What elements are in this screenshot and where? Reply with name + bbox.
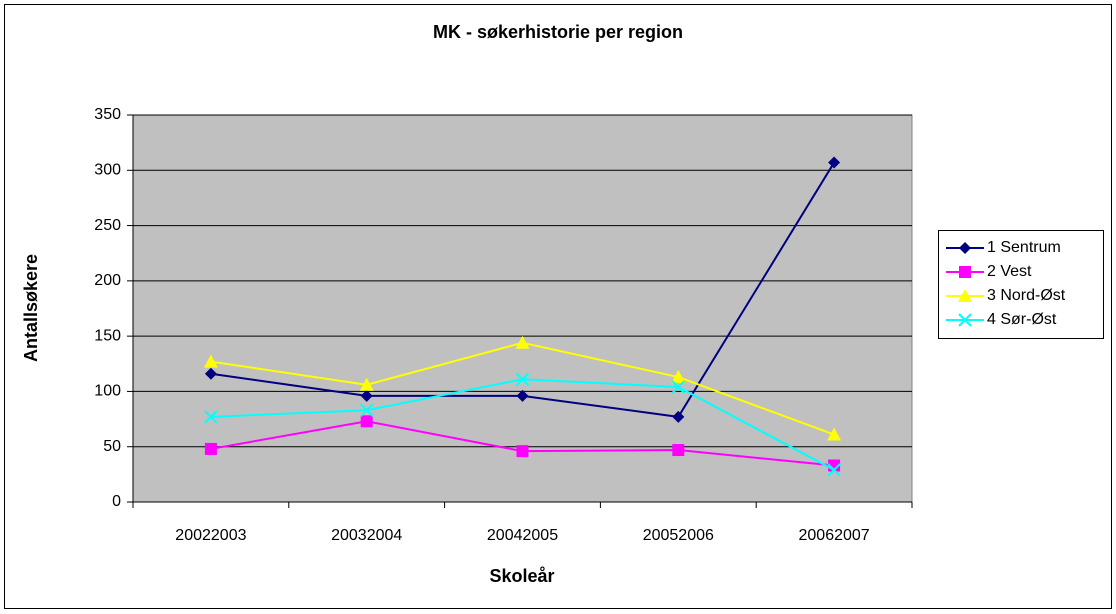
legend-marker (958, 313, 972, 327)
legend-label: 3 Nord-Øst (987, 287, 1066, 304)
y-tick-label: 200 (94, 272, 121, 289)
data-point (360, 415, 373, 428)
y-tick-label: 250 (94, 217, 121, 234)
legend-label: 2 Vest (987, 263, 1032, 280)
data-point (672, 444, 685, 457)
data-point (827, 427, 842, 441)
data-point (204, 410, 218, 424)
legend-marker (959, 242, 971, 254)
data-point (671, 370, 686, 384)
x-axis-title: Skoleår (489, 566, 554, 586)
y-tick-label: 50 (103, 438, 121, 455)
plot-area (132, 114, 913, 503)
legend-marker (959, 266, 971, 278)
data-point (671, 380, 686, 394)
chart-title: MK - søkerhistorie per region (433, 22, 683, 42)
legend-label: 4 Sør-Øst (987, 311, 1057, 328)
data-point (515, 335, 530, 349)
data-point (204, 442, 217, 455)
y-tick-label: 0 (112, 493, 121, 510)
x-tick-label: 20042005 (487, 527, 558, 544)
legend-marker (958, 289, 972, 302)
y-tick-label: 150 (94, 327, 121, 344)
data-point (359, 403, 374, 417)
legend-label: 1 Sentrum (987, 239, 1061, 256)
y-axis-title: Antallsøkere (21, 254, 41, 362)
data-point (360, 389, 373, 402)
y-tick-label: 300 (94, 162, 121, 179)
data-point (827, 463, 841, 477)
x-tick-label: 20022003 (175, 527, 246, 544)
data-point (359, 377, 374, 391)
x-tick-label: 20062007 (799, 527, 870, 544)
x-tick-label: 20032004 (331, 527, 402, 544)
data-point (828, 156, 841, 169)
data-point (672, 410, 685, 423)
x-tick-label: 20052006 (643, 527, 714, 544)
data-point (516, 389, 529, 402)
y-tick-label: 100 (94, 383, 121, 400)
y-tick-label: 350 (94, 106, 121, 123)
data-point (204, 367, 217, 380)
data-point (516, 445, 529, 458)
data-point (515, 372, 530, 386)
data-point (203, 354, 218, 368)
